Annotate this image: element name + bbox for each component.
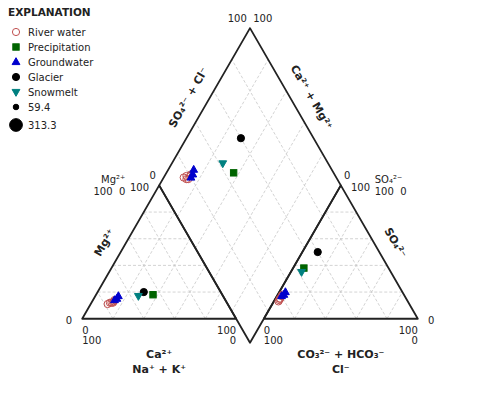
legend: EXPLANATION River water Precipitation Groun… [8,6,94,131]
size-legend-marker [10,119,23,132]
grid-line [310,239,356,319]
cation-point [134,293,142,300]
legend-label: Precipitation [28,42,91,53]
cation-point [111,296,119,303]
legend-marker [12,73,19,80]
tick-label: 100 [399,325,418,336]
grid-line [214,91,305,248]
axis-label: CO₃²⁻ + HCO₃⁻ [297,348,384,361]
legend-label: Snowmelt [28,87,78,98]
grid-line [113,265,144,318]
tick-label: 0 [428,315,434,326]
diamond [159,28,341,343]
tick-label: 0 [344,170,350,181]
annotation-line: 100 0 [93,186,125,197]
tick-label: 100 [253,13,272,24]
grid-line [232,154,323,311]
grid-line [325,212,356,213]
grid-line [205,292,220,319]
tick-label: 0 [66,315,72,326]
anion-point [314,248,321,255]
grid-line [128,239,174,319]
grid-line [177,154,268,311]
tick-label: 100 [130,182,149,193]
legend-title: EXPLANATION [8,6,91,18]
grid-line [214,122,305,279]
anion-point [282,288,290,295]
axis-label: SO₄²⁻ [382,225,410,260]
points [104,135,321,308]
grid-line [196,91,287,248]
grid-line [128,238,190,239]
annotation: SO₄²⁻100 0 [375,174,407,197]
cation-point [150,292,156,298]
tick-label: 100 [351,182,370,193]
size-legend-label: 313.3 [28,120,57,131]
grid-line [295,265,387,266]
grid [98,60,403,319]
grid-line [356,265,387,318]
legend-marker [13,44,19,50]
grid-line [325,239,371,319]
grid-line [196,122,287,279]
axis-label: Mg²⁺ [92,227,118,259]
annotation-line: Mg²⁺ [101,174,125,185]
axis-label: Ca²⁺ + Mg²⁺ [288,63,336,132]
tick-label: 0 [264,325,270,336]
annotation-line: 100 0 [375,186,407,197]
legend-marker [12,28,19,35]
tick-label: 100 [228,13,247,24]
axis-label: Cl⁻ [332,363,350,376]
grid-line [113,265,205,266]
axes-text: 0100Ca²⁺0100Na⁺ + K⁺0100Mg²⁺0100CO₃²⁻ + … [66,13,435,376]
tick-label: 100 [82,335,101,346]
cation-triangle [82,185,236,318]
grid-line [144,212,175,213]
diamond-point [187,173,195,180]
piper-chart: 0100Ca²⁺0100Na⁺ + K⁺0100Mg²⁺0100CO₃²⁻ + … [0,0,500,393]
legend-label: River water [28,27,86,38]
grid-line [295,265,326,318]
diamond-point [230,170,236,176]
axis-label: Ca²⁺ [146,348,172,361]
tick-label: 0 [230,335,236,346]
size-legend-marker [13,104,19,110]
diamond-point [237,135,244,142]
legend-label: Groundwater [28,57,94,68]
grid-line [310,238,372,239]
anion-triangle [264,185,418,318]
annotation: Mg²⁺100 0 [93,174,125,197]
axis-label: SO₄²⁻ + Cl⁻ [166,65,211,130]
axis-label: Na⁺ + K⁺ [132,363,186,376]
tick-label: 0 [82,325,88,336]
tick-label: 100 [217,325,236,336]
diamond-point [190,165,198,172]
size-legend-label: 59.4 [28,102,50,113]
legend-marker [12,89,20,96]
legend-label: Glacier [28,72,64,83]
grid-line [387,292,402,319]
diamond-point [219,161,227,168]
annotation-line: SO₄²⁻ [375,174,403,185]
anion-point [298,269,306,276]
grid-line [144,239,190,319]
tick-label: 0 [411,335,417,346]
legend-marker [12,58,20,65]
grid-line [175,265,206,318]
tick-label: 100 [264,335,283,346]
tick-label: 0 [150,170,156,181]
